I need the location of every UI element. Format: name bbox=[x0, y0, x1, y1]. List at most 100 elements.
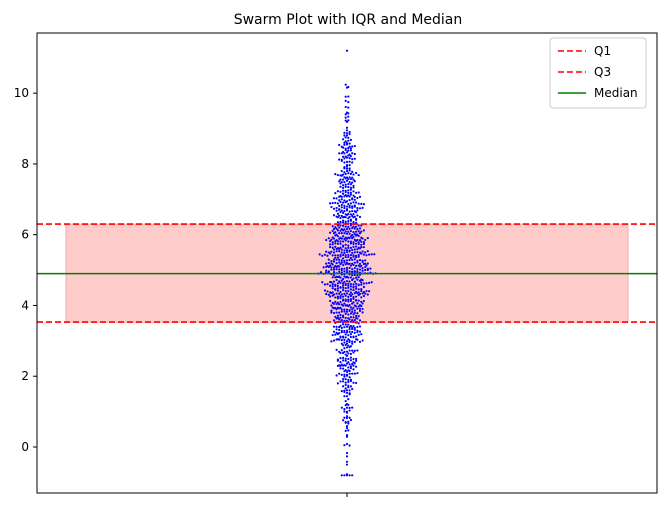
swarm-point bbox=[332, 207, 336, 210]
swarm-point bbox=[361, 307, 364, 311]
swarm-point bbox=[353, 311, 356, 314]
swarm-point bbox=[335, 197, 338, 200]
swarm-point bbox=[370, 281, 373, 284]
swarm-point bbox=[347, 344, 350, 347]
swarm-point bbox=[368, 281, 371, 284]
swarm-point bbox=[351, 206, 354, 210]
swarm-point bbox=[349, 242, 352, 245]
swarm-point bbox=[344, 299, 347, 302]
swarm-point bbox=[345, 120, 349, 123]
swarm-point bbox=[358, 307, 362, 311]
swarm-point bbox=[345, 434, 349, 437]
swarm-point bbox=[338, 180, 341, 183]
swarm-point bbox=[349, 359, 352, 362]
swarm-point bbox=[344, 230, 347, 233]
swarm-point bbox=[336, 284, 339, 288]
swarm-point bbox=[366, 293, 369, 296]
swarm-point bbox=[345, 167, 349, 170]
swarm-point bbox=[343, 302, 346, 305]
swarm-point bbox=[349, 299, 352, 302]
swarm-point bbox=[348, 157, 351, 160]
swarm-point bbox=[336, 282, 339, 285]
swarm-point bbox=[357, 224, 360, 227]
swarm-point bbox=[329, 299, 332, 303]
swarm-point bbox=[335, 206, 338, 210]
swarm-point bbox=[348, 198, 351, 202]
swarm-point bbox=[342, 257, 345, 260]
swarm-point bbox=[345, 179, 349, 182]
swarm-point bbox=[347, 284, 350, 287]
swarm-point bbox=[347, 255, 350, 259]
swarm-point bbox=[362, 282, 365, 285]
swarm-point bbox=[358, 279, 362, 282]
swarm-point bbox=[349, 264, 352, 267]
swarm-point bbox=[360, 252, 363, 255]
swarm-point bbox=[349, 224, 352, 227]
swarm-point bbox=[344, 172, 347, 176]
swarm-point bbox=[343, 171, 346, 174]
swarm-point bbox=[340, 349, 343, 352]
swarm-point bbox=[348, 280, 351, 283]
swarm-point bbox=[342, 304, 345, 307]
swarm-point bbox=[348, 270, 351, 273]
swarm-point bbox=[351, 310, 354, 314]
swarm-point bbox=[351, 152, 354, 155]
swarm-point bbox=[345, 213, 349, 217]
swarm-point bbox=[348, 389, 351, 392]
swarm-point bbox=[339, 190, 342, 193]
swarm-point bbox=[349, 291, 352, 294]
swarm-point bbox=[353, 328, 356, 331]
swarm-point bbox=[343, 375, 346, 378]
swarm-point bbox=[342, 336, 345, 339]
swarm-point bbox=[344, 287, 347, 290]
swarm-point bbox=[353, 152, 356, 156]
swarm-point bbox=[331, 287, 334, 290]
swarm-point bbox=[325, 262, 328, 265]
swarm-point bbox=[342, 186, 345, 190]
swarm-point bbox=[349, 294, 352, 298]
swarm-point bbox=[338, 226, 341, 229]
swarm-point bbox=[352, 286, 355, 289]
swarm-point bbox=[351, 205, 354, 208]
swarm-point bbox=[331, 294, 334, 297]
swarm-point bbox=[351, 330, 354, 334]
swarm-point bbox=[332, 319, 336, 322]
swarm-point bbox=[345, 406, 349, 409]
swarm-point bbox=[338, 372, 341, 375]
swarm-point bbox=[358, 247, 362, 250]
swarm-point bbox=[339, 357, 342, 360]
swarm-point bbox=[336, 216, 339, 219]
swarm-point bbox=[325, 269, 328, 272]
swarm-point bbox=[358, 232, 362, 235]
swarm-point bbox=[338, 237, 341, 240]
swarm-point bbox=[347, 189, 350, 192]
swarm-point bbox=[332, 280, 336, 283]
swarm-point bbox=[357, 173, 360, 177]
swarm-point bbox=[364, 251, 367, 254]
swarm-point bbox=[340, 279, 343, 282]
swarm-point bbox=[345, 350, 349, 353]
swarm-point bbox=[334, 256, 337, 259]
swarm-point bbox=[342, 289, 345, 292]
swarm-point bbox=[357, 253, 360, 257]
swarm-point bbox=[355, 305, 358, 308]
swarm-point bbox=[352, 216, 355, 219]
swarm-point bbox=[364, 292, 367, 295]
swarm-point bbox=[342, 385, 345, 388]
swarm-point bbox=[353, 248, 356, 251]
swarm-point bbox=[342, 224, 345, 227]
swarm-point bbox=[345, 259, 349, 262]
swarm-point bbox=[351, 302, 354, 305]
swarm-point bbox=[338, 258, 341, 261]
swarm-point bbox=[331, 263, 334, 266]
swarm-point bbox=[349, 256, 352, 260]
swarm-point bbox=[360, 300, 363, 304]
swarm-point bbox=[344, 333, 347, 336]
swarm-point bbox=[352, 173, 355, 176]
swarm-point bbox=[355, 285, 358, 288]
swarm-point bbox=[353, 227, 356, 230]
swarm-point bbox=[329, 245, 332, 249]
swarm-point bbox=[362, 242, 365, 246]
swarm-point bbox=[332, 232, 336, 235]
swarm-point bbox=[345, 132, 349, 135]
